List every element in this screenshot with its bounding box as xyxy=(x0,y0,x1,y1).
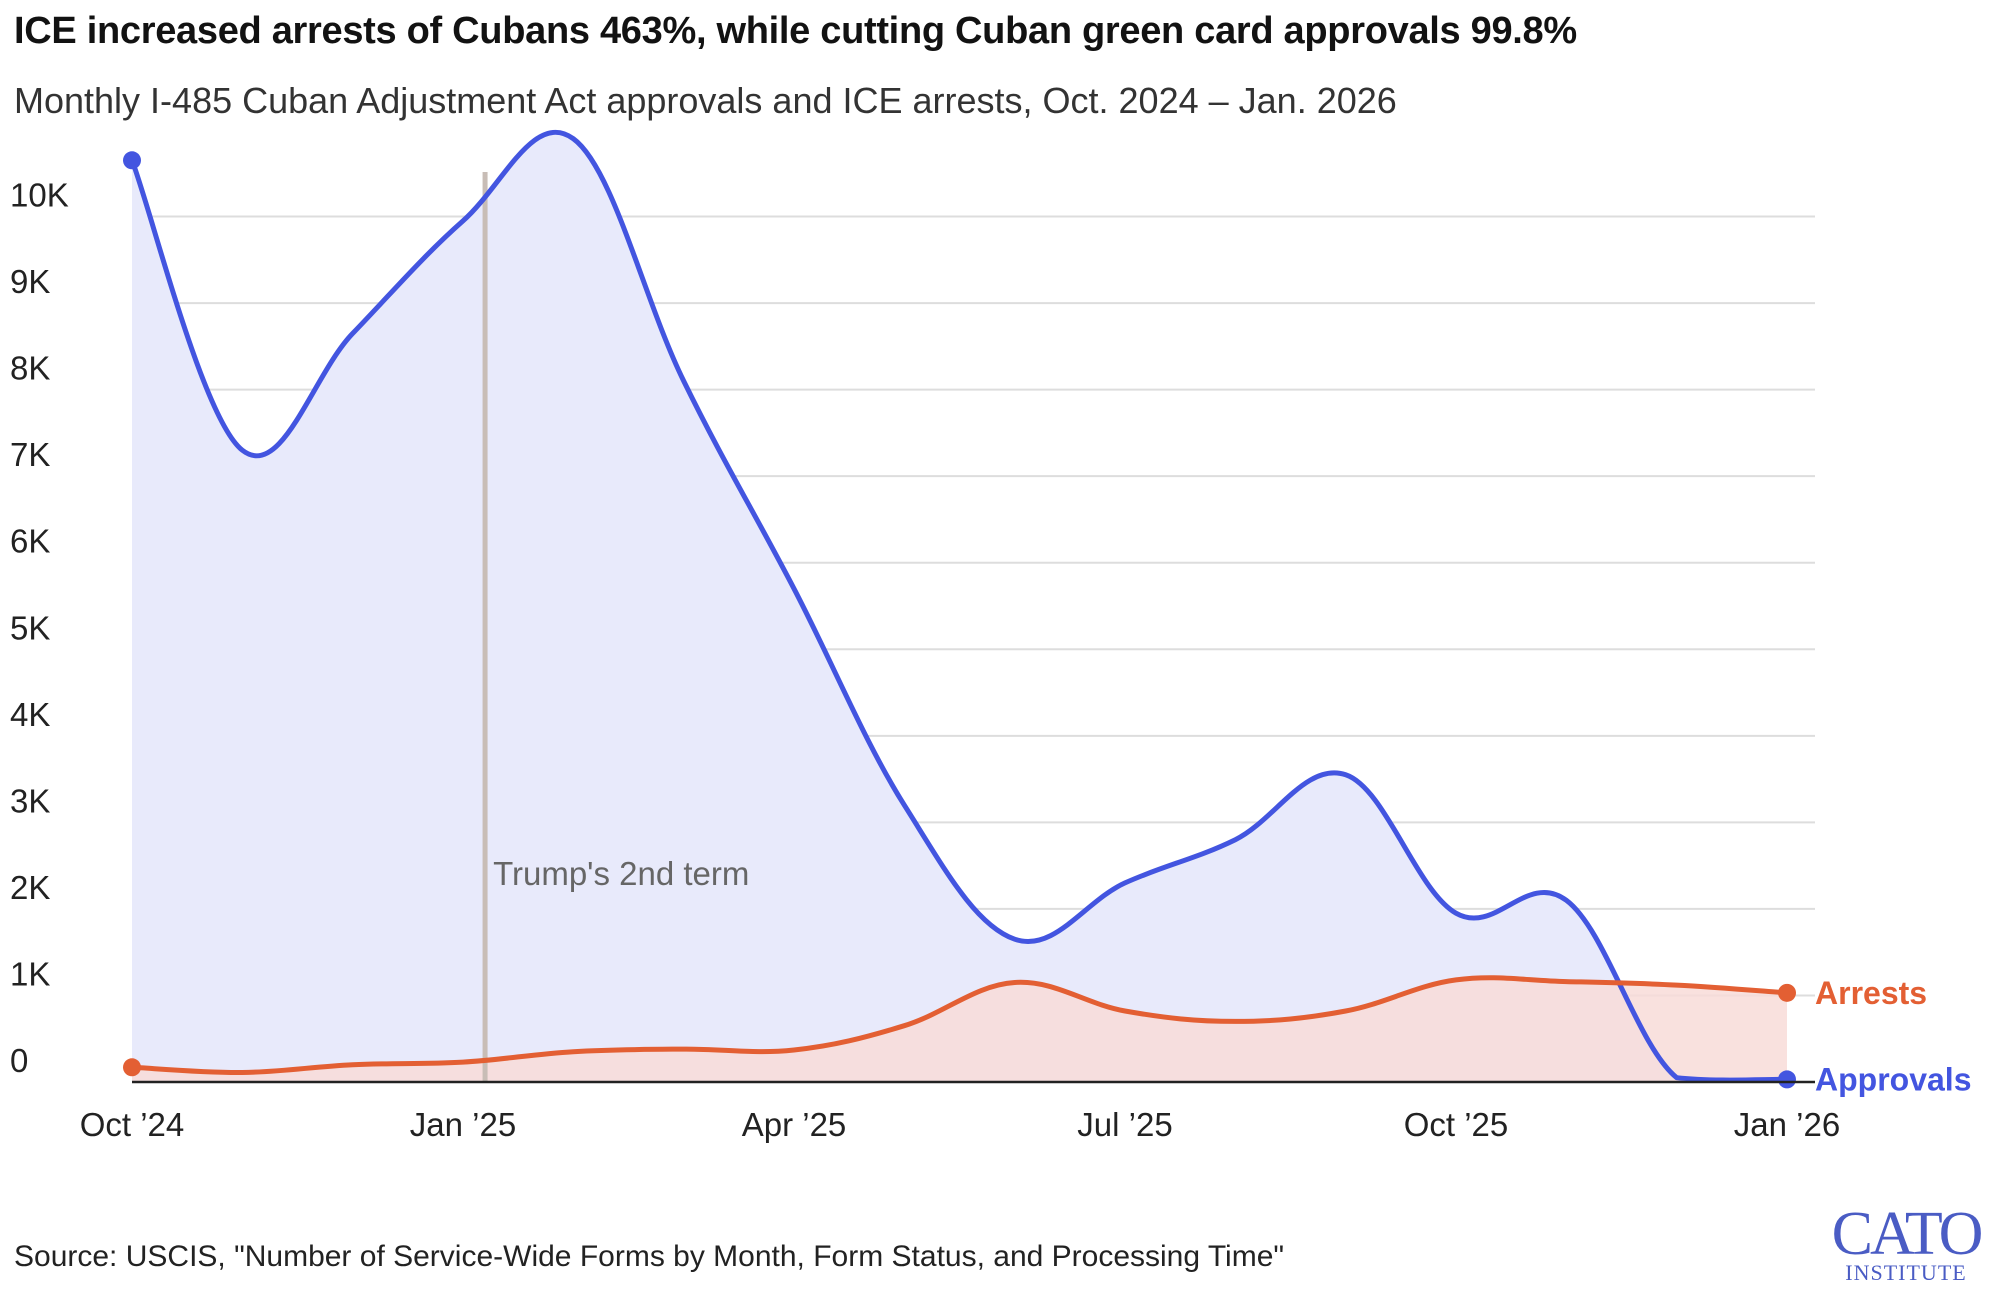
approvals-series-label: Approvals xyxy=(1815,1061,1971,1097)
chart-title: ICE increased arrests of Cubans 463%, wh… xyxy=(14,10,1577,52)
arrests-point xyxy=(460,1059,466,1065)
source-note: Source: USCIS, "Number of Service-Wide F… xyxy=(14,1240,1285,1273)
x-tick-label: Jan ’26 xyxy=(1734,1106,1840,1143)
approvals-point xyxy=(1453,910,1459,916)
arrests-point xyxy=(239,1069,245,1075)
approvals-point xyxy=(1122,880,1128,886)
approvals-point xyxy=(350,330,356,336)
y-tick-label: 2K xyxy=(10,869,50,906)
arrests-point xyxy=(1122,1008,1128,1014)
approvals-point xyxy=(460,218,466,224)
y-tick-label: 5K xyxy=(10,609,50,646)
chart-subtitle: Monthly I-485 Cuban Adjustment Act appro… xyxy=(14,80,1397,121)
x-tick-label: Jan ’25 xyxy=(410,1106,516,1143)
approvals-point xyxy=(1778,1070,1796,1089)
arrests-point xyxy=(1778,983,1796,1002)
term-annotation-label: Trump's 2nd term xyxy=(493,855,749,892)
y-tick-label: 3K xyxy=(10,782,50,819)
cato-institute-logo: CATO INSTITUTE xyxy=(1832,1200,1985,1285)
svg-text:CATO: CATO xyxy=(1832,1200,1982,1268)
approvals-point xyxy=(1232,837,1238,843)
y-tick-label: 4K xyxy=(10,696,50,733)
arrests-series-label: Arrests xyxy=(1815,975,1927,1011)
arrests-point xyxy=(123,1058,141,1077)
x-tick-label: Oct ’24 xyxy=(80,1106,185,1143)
arrests-line xyxy=(129,975,1790,1076)
approvals-point xyxy=(239,447,245,453)
y-tick-label: 1K xyxy=(10,955,50,992)
svg-text:INSTITUTE: INSTITUTE xyxy=(1845,1260,1966,1285)
arrests-point xyxy=(1563,979,1569,985)
approvals-area xyxy=(132,132,1787,1082)
approvals-point xyxy=(791,586,797,592)
arrests-point xyxy=(350,1062,356,1068)
arrests-point xyxy=(1453,977,1459,983)
approvals-line xyxy=(129,129,1790,1083)
x-tick-label: Oct ’25 xyxy=(1404,1106,1509,1143)
y-tick-label: 9K xyxy=(10,263,50,300)
approvals-point xyxy=(901,802,907,808)
approvals-point xyxy=(570,136,576,142)
arrests-point xyxy=(681,1046,687,1052)
arrests-point xyxy=(901,1023,907,1029)
arrests-point xyxy=(791,1047,797,1053)
approvals-point xyxy=(1343,772,1349,778)
y-tick-label: 8K xyxy=(10,350,50,387)
y-tick-label: 6K xyxy=(10,523,50,560)
approvals-point xyxy=(1012,936,1018,942)
arrests-point xyxy=(1674,982,1680,988)
y-tick-label: 10K xyxy=(10,177,69,214)
y-tick-label: 0 xyxy=(10,1042,28,1079)
x-tick-label: Jul ’25 xyxy=(1077,1106,1172,1143)
approvals-point xyxy=(1674,1075,1680,1081)
x-tick-label: Apr ’25 xyxy=(742,1106,847,1143)
y-tick-label: 7K xyxy=(10,436,50,473)
approvals-point xyxy=(1563,897,1569,903)
arrests-point xyxy=(1012,979,1018,985)
arrests-point xyxy=(1232,1018,1238,1024)
approvals-point xyxy=(123,151,141,170)
arrests-point xyxy=(570,1049,576,1055)
approvals-point xyxy=(681,378,687,384)
arrests-point xyxy=(1343,1008,1349,1014)
